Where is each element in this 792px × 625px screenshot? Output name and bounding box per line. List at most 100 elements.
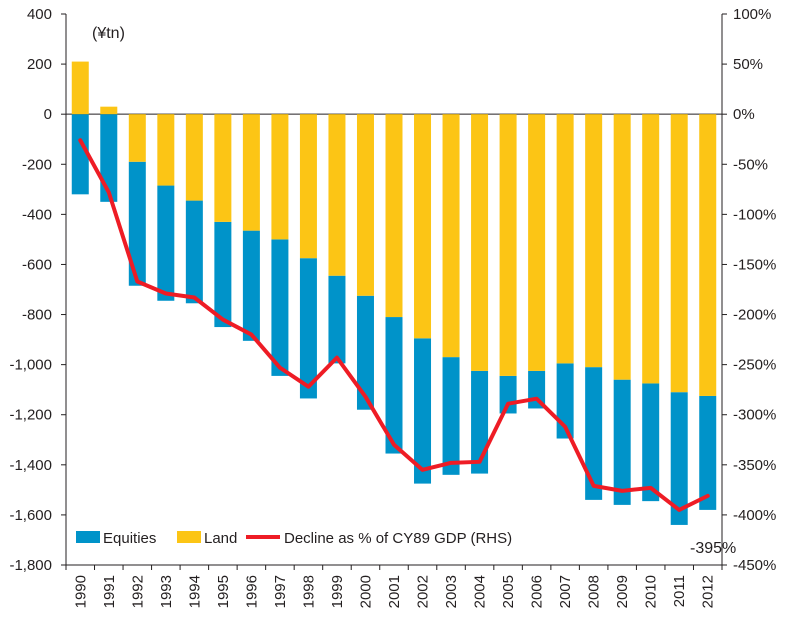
bar-land <box>128 114 146 162</box>
bar-land <box>100 106 118 115</box>
x-tick-label: 1993 <box>158 575 175 608</box>
annotation-label: -395% <box>690 540 736 557</box>
x-tick-label: 1999 <box>329 575 346 608</box>
legend-swatch-equities <box>76 531 100 543</box>
right-tick-label: 100% <box>733 6 771 23</box>
bar-equities <box>100 114 118 202</box>
x-tick-label: 2004 <box>472 575 489 608</box>
labels-layer: (¥tn) -395% <box>92 25 736 557</box>
left-tick-label: -200 <box>22 156 52 173</box>
bar-equities <box>356 295 374 410</box>
right-tick-label: -200% <box>733 307 776 324</box>
left-tick-label: -600 <box>22 256 52 273</box>
decline-line <box>78 138 710 512</box>
x-tick-label: 2012 <box>700 575 717 608</box>
x-tick-label: 2002 <box>415 575 432 608</box>
legend-label-land: Land <box>204 530 237 547</box>
right-tick-label: 50% <box>733 56 763 73</box>
right-tick-label: -100% <box>733 206 776 223</box>
x-tick-label: 2001 <box>386 575 403 608</box>
bar-equities <box>642 383 660 502</box>
bar-land <box>157 114 175 186</box>
bar-equities <box>242 230 260 341</box>
bar-equities <box>699 395 717 510</box>
bar-land <box>556 114 574 364</box>
bar-equities <box>442 357 460 475</box>
legend: Equities Land Decline as % of CY89 GDP (RH… <box>76 530 512 547</box>
bar-land <box>699 114 717 396</box>
bar-land <box>471 114 489 371</box>
left-tick-label: 0 <box>44 106 52 123</box>
right-tick-label: -300% <box>733 407 776 424</box>
line-layer <box>78 138 710 512</box>
x-tick-label: 2009 <box>614 575 631 608</box>
bars-layer <box>71 61 717 525</box>
bar-equities <box>471 370 489 474</box>
right-tick-label: -350% <box>733 457 776 474</box>
left-tick-label: -1,400 <box>9 457 52 474</box>
left-tick-label: -400 <box>22 206 52 223</box>
x-tick-label: 1996 <box>243 575 260 608</box>
bar-land <box>385 114 403 318</box>
x-tick-label: 2007 <box>557 575 574 608</box>
left-tick-label: -800 <box>22 307 52 324</box>
x-tick-label: 2010 <box>643 575 660 608</box>
left-tick-label: -1,000 <box>9 357 52 374</box>
bar-equities <box>299 258 317 399</box>
bar-land <box>499 114 517 376</box>
right-tick-label: -250% <box>733 357 776 374</box>
legend-swatch-land <box>177 531 201 543</box>
bar-equities <box>556 363 574 439</box>
bar-equities <box>128 161 146 286</box>
bar-land <box>185 114 203 201</box>
x-tick-label: 1998 <box>300 575 317 608</box>
bar-land <box>585 114 603 368</box>
bar-land <box>328 114 346 276</box>
legend-label-equities: Equities <box>103 530 156 547</box>
x-tick-label: 2003 <box>443 575 460 608</box>
bar-land <box>271 114 289 240</box>
bar-land <box>414 114 432 339</box>
bar-equities <box>214 221 232 328</box>
bar-equities <box>670 392 688 525</box>
bar-land <box>242 114 260 231</box>
legend-label-decline: Decline as % of CY89 GDP (RHS) <box>284 530 512 547</box>
right-tick-label: -400% <box>733 507 776 524</box>
x-tick-label: 1992 <box>129 575 146 608</box>
right-tick-label: -50% <box>733 156 768 173</box>
x-tick-label: 2006 <box>529 575 546 608</box>
bar-equities <box>157 185 175 301</box>
bar-land <box>613 114 631 380</box>
bar-equities <box>414 338 432 484</box>
x-tick-label: 2011 <box>671 575 688 607</box>
bar-land <box>299 114 317 259</box>
bar-land <box>71 61 89 115</box>
bar-equities <box>585 367 603 500</box>
bar-equities <box>271 239 289 376</box>
right-tick-label: -150% <box>733 256 776 273</box>
left-tick-label: 400 <box>27 6 52 23</box>
x-tick-label: 1995 <box>215 575 232 608</box>
bar-land <box>442 114 460 358</box>
x-tick-label: 1994 <box>186 575 203 608</box>
x-tick-label: 1990 <box>72 575 89 608</box>
left-tick-label: -1,800 <box>9 557 52 574</box>
unit-label: (¥tn) <box>92 25 125 42</box>
bar-equities <box>385 317 403 454</box>
bar-equities <box>71 114 89 195</box>
bar-land <box>642 114 660 384</box>
x-tick-label: 2000 <box>357 575 374 608</box>
left-tick-label: 200 <box>27 56 52 73</box>
x-tick-label: 2008 <box>586 575 603 608</box>
axes-layer: 4002000-200-400-600-800-1,000-1,200-1,40… <box>9 6 776 608</box>
bar-land <box>528 114 546 371</box>
bar-land <box>356 114 374 296</box>
bar-equities <box>613 379 631 505</box>
bar-equities <box>185 200 203 304</box>
right-tick-label: 0% <box>733 106 755 123</box>
left-tick-label: -1,600 <box>9 507 52 524</box>
x-tick-label: 2005 <box>500 575 517 608</box>
x-tick-label: 1997 <box>272 575 289 608</box>
